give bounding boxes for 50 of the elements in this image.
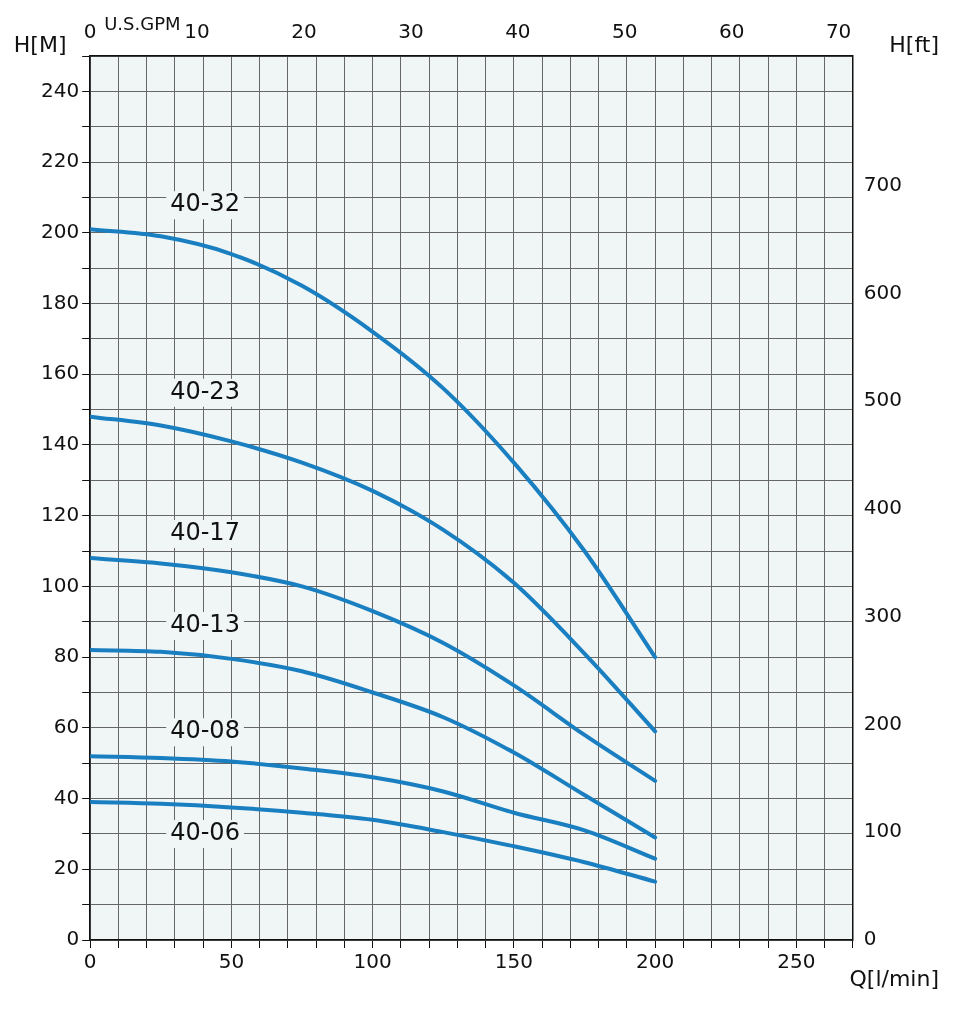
x2-axis-title: U.S.GPM bbox=[104, 12, 181, 34]
x2-tick-label: 20 bbox=[291, 19, 317, 44]
series-label: 40-17 bbox=[170, 518, 240, 547]
x-tick-label: 50 bbox=[218, 949, 245, 974]
y-tick-label: 60 bbox=[53, 714, 80, 739]
y-tick-label: 0 bbox=[66, 926, 80, 951]
y2-tick-label: 700 bbox=[863, 171, 903, 196]
y-tick-label: 180 bbox=[40, 289, 80, 314]
line-series bbox=[90, 800, 658, 884]
x-tick-label: 250 bbox=[777, 949, 816, 974]
series-label: 40-32 bbox=[170, 189, 240, 218]
y2-tick-label: 500 bbox=[863, 387, 903, 412]
y2-tick-label: 0 bbox=[863, 926, 877, 951]
series-label: 40-13 bbox=[170, 610, 240, 639]
y2-tick-label: 400 bbox=[863, 495, 903, 520]
y-tick-label: 160 bbox=[40, 360, 80, 385]
line-series bbox=[90, 648, 658, 840]
line-series bbox=[90, 754, 658, 861]
x2-tick-label: 10 bbox=[184, 19, 210, 44]
x2-tick-label: 60 bbox=[718, 19, 745, 44]
y-tick-label: 80 bbox=[53, 643, 80, 668]
y-axis-title: H[M] bbox=[13, 31, 67, 57]
x2-tick-label: 40 bbox=[505, 19, 531, 44]
y-tick-label: 20 bbox=[53, 855, 80, 880]
y-tick-label: 140 bbox=[40, 431, 80, 456]
x-tick-label: 0 bbox=[83, 949, 97, 974]
y2-tick-label: 600 bbox=[863, 279, 903, 304]
x-tick-label: 200 bbox=[636, 949, 675, 974]
series-label: 40-08 bbox=[170, 716, 240, 745]
series-label: 40-06 bbox=[170, 818, 240, 847]
x2-tick-label: 30 bbox=[398, 19, 424, 44]
series-label: 40-23 bbox=[170, 376, 240, 405]
x-axis-title: Q[l/min] bbox=[849, 965, 939, 991]
line-series bbox=[90, 556, 658, 783]
y-tick-label: 120 bbox=[40, 501, 80, 526]
y-tick-label: 240 bbox=[40, 77, 80, 102]
y-tick-label: 100 bbox=[40, 572, 80, 597]
y2-tick-label: 300 bbox=[863, 602, 903, 627]
line-series bbox=[90, 227, 658, 660]
x-tick-label: 100 bbox=[353, 949, 392, 974]
x-tick-label: 150 bbox=[494, 949, 533, 974]
x2-tick-label: 50 bbox=[612, 19, 638, 44]
y-tick-label: 200 bbox=[40, 219, 80, 243]
y2-tick-label: 200 bbox=[863, 710, 903, 735]
y2-tick-label: 100 bbox=[863, 818, 903, 843]
x2-tick-label: 0 bbox=[83, 19, 97, 44]
y-tick-label: 40 bbox=[53, 784, 80, 809]
y-tick-label: 220 bbox=[40, 148, 80, 173]
x2-tick-label: 70 bbox=[825, 19, 852, 44]
y2-axis-title: H[ft] bbox=[889, 31, 939, 57]
